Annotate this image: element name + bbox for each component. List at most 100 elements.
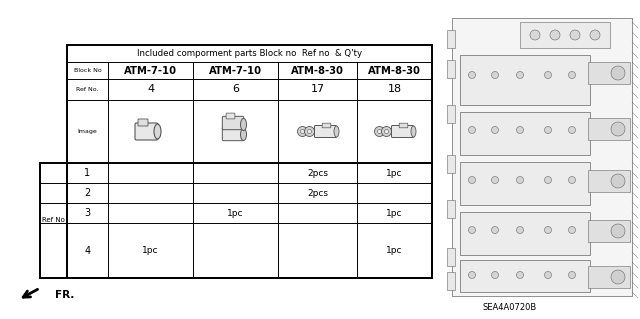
Ellipse shape: [241, 118, 246, 130]
Bar: [67, 163, 432, 278]
FancyBboxPatch shape: [135, 123, 158, 140]
Text: Block No: Block No: [74, 68, 101, 73]
Circle shape: [611, 122, 625, 136]
Circle shape: [305, 127, 314, 137]
Circle shape: [468, 271, 476, 278]
FancyBboxPatch shape: [399, 123, 408, 128]
Ellipse shape: [154, 124, 161, 139]
Circle shape: [307, 130, 312, 133]
Circle shape: [381, 127, 392, 137]
Circle shape: [492, 226, 499, 234]
Bar: [447, 200, 455, 218]
Circle shape: [298, 127, 307, 137]
Bar: [447, 60, 455, 78]
FancyBboxPatch shape: [222, 116, 244, 130]
FancyBboxPatch shape: [392, 125, 413, 137]
Circle shape: [545, 71, 552, 78]
Circle shape: [545, 127, 552, 133]
Circle shape: [530, 30, 540, 40]
Circle shape: [516, 71, 524, 78]
Circle shape: [550, 30, 560, 40]
Circle shape: [492, 176, 499, 183]
FancyBboxPatch shape: [314, 125, 337, 137]
Circle shape: [374, 127, 385, 137]
Text: Ref No: Ref No: [42, 218, 65, 224]
Text: Image: Image: [77, 129, 97, 134]
Circle shape: [590, 30, 600, 40]
Circle shape: [516, 226, 524, 234]
Text: ATM-8-30: ATM-8-30: [291, 65, 344, 76]
Bar: [460, 112, 590, 155]
Text: 1pc: 1pc: [387, 168, 403, 177]
Bar: [588, 220, 630, 242]
Circle shape: [468, 71, 476, 78]
Ellipse shape: [411, 126, 416, 137]
Bar: [460, 55, 590, 105]
Text: Included comporment parts Block no  Ref no  & Q'ty: Included comporment parts Block no Ref n…: [137, 49, 362, 58]
Text: 18: 18: [387, 85, 401, 94]
Circle shape: [568, 71, 575, 78]
Circle shape: [492, 271, 499, 278]
Circle shape: [492, 71, 499, 78]
Circle shape: [545, 271, 552, 278]
Bar: [588, 266, 630, 288]
Text: 1: 1: [84, 168, 91, 178]
Text: 17: 17: [310, 85, 324, 94]
Bar: [452, 18, 632, 296]
Text: 4: 4: [147, 85, 154, 94]
Text: FR.: FR.: [55, 290, 74, 300]
Bar: [447, 155, 455, 173]
Bar: [460, 212, 590, 255]
Circle shape: [568, 226, 575, 234]
Circle shape: [611, 270, 625, 284]
Bar: [447, 272, 455, 290]
Text: ATM-7-10: ATM-7-10: [124, 65, 177, 76]
Bar: [67, 45, 432, 278]
Circle shape: [568, 176, 575, 183]
Text: 2pcs: 2pcs: [307, 168, 328, 177]
Bar: [40, 163, 67, 278]
Text: 1pc: 1pc: [387, 209, 403, 218]
Circle shape: [545, 226, 552, 234]
Text: 1pc: 1pc: [387, 246, 403, 255]
Text: 4: 4: [84, 246, 91, 256]
Circle shape: [611, 224, 625, 238]
Bar: [447, 105, 455, 123]
Text: Ref No.: Ref No.: [76, 87, 99, 92]
Text: ATM-8-30: ATM-8-30: [368, 65, 421, 76]
Bar: [588, 62, 630, 84]
Circle shape: [516, 271, 524, 278]
Circle shape: [611, 66, 625, 80]
Text: 1pc: 1pc: [142, 246, 159, 255]
Circle shape: [468, 176, 476, 183]
FancyBboxPatch shape: [138, 119, 148, 126]
Circle shape: [378, 130, 381, 133]
Text: 2: 2: [84, 188, 91, 198]
Circle shape: [568, 271, 575, 278]
Circle shape: [385, 130, 388, 133]
Text: ATM-7-10: ATM-7-10: [209, 65, 262, 76]
Ellipse shape: [334, 126, 339, 137]
FancyBboxPatch shape: [226, 113, 235, 119]
Text: SEA4A0720B: SEA4A0720B: [483, 303, 537, 313]
Circle shape: [301, 130, 305, 133]
Circle shape: [492, 127, 499, 133]
Circle shape: [516, 176, 524, 183]
Bar: [460, 162, 590, 205]
Bar: [588, 170, 630, 192]
Circle shape: [570, 30, 580, 40]
Circle shape: [516, 127, 524, 133]
Circle shape: [568, 127, 575, 133]
Text: 2pcs: 2pcs: [307, 189, 328, 197]
Bar: [588, 118, 630, 140]
Circle shape: [545, 176, 552, 183]
Bar: [520, 22, 610, 48]
Text: 3: 3: [84, 208, 91, 218]
Bar: [447, 248, 455, 266]
Text: 6: 6: [232, 85, 239, 94]
Ellipse shape: [241, 129, 246, 140]
FancyBboxPatch shape: [322, 123, 331, 128]
FancyBboxPatch shape: [222, 127, 244, 141]
Bar: [460, 260, 590, 292]
Circle shape: [468, 226, 476, 234]
